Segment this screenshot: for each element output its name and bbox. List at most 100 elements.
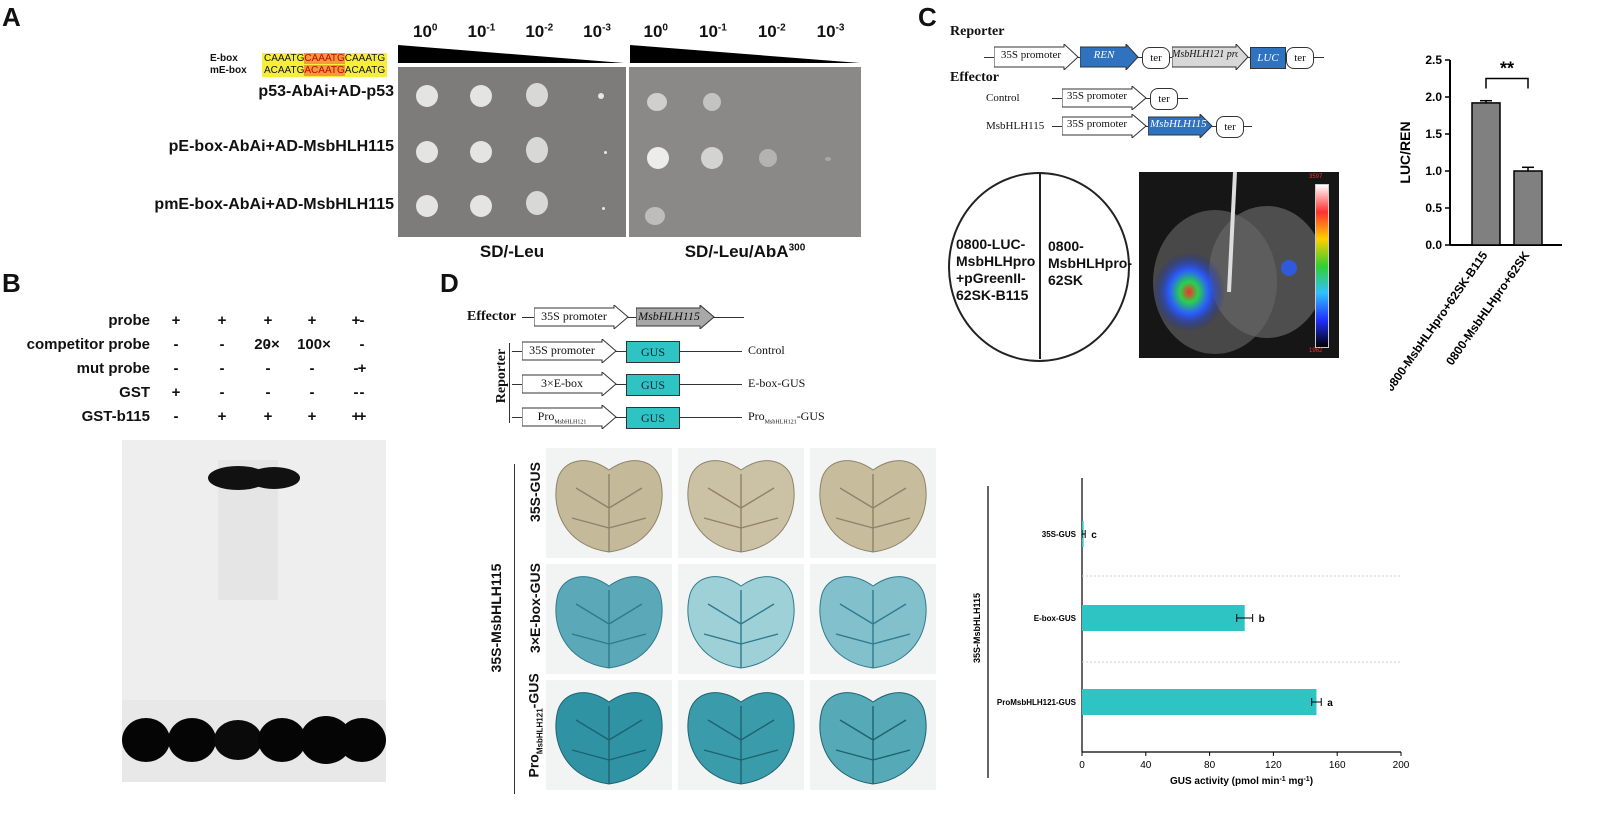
promoter-arrow <box>994 44 1079 70</box>
ebox-sequence: CAAATGCAAATGCAAATG <box>262 53 388 65</box>
gus-leaf-image <box>810 564 936 674</box>
medium-label-right: SD/-Leu/AbA300 <box>684 242 806 261</box>
emsa-lane-mark: - <box>173 360 179 377</box>
reporter-part: LUC <box>1250 47 1286 69</box>
emsa-lane-mark: - <box>353 360 359 377</box>
luc-imaging: 3597 1962 <box>1139 172 1339 358</box>
effector-part: 35S promoter <box>1066 90 1128 102</box>
x-tick-label: 0800-MsbHLHpro+62SK <box>1443 248 1532 367</box>
reporter-name: ProMsbHLH121-GUS <box>748 409 825 426</box>
dilution-wedges <box>398 45 860 63</box>
gene-arrow <box>636 305 715 329</box>
x-tick-label: 160 <box>1329 760 1346 771</box>
effector-part: 35S promoter <box>541 309 607 323</box>
dilution-label: 10-2 <box>525 22 554 41</box>
bar <box>1082 605 1245 631</box>
x-tick-label: 120 <box>1265 760 1282 771</box>
leaf-veins <box>703 706 779 784</box>
reporter-part: MsbHLH121 promoter <box>1172 49 1238 60</box>
mebox-seq-post: ACAATG <box>344 65 386 76</box>
emsa-lane-mark: + <box>171 384 181 401</box>
panel-c-label: C <box>918 2 937 32</box>
dilution-wedge-left <box>398 45 624 63</box>
effector-part: ter <box>1216 116 1244 138</box>
ebox-label: E-box <box>210 53 238 64</box>
emsa-lane-mark: + <box>357 360 367 377</box>
medium-label-left: SD/-Leu <box>479 242 545 261</box>
emsa-lane-mark: + <box>217 408 227 425</box>
significance-bracket <box>1485 77 1529 89</box>
gus-leaf-image <box>810 448 936 558</box>
emsa-lane-mark: - <box>219 384 225 401</box>
leaf-row-label: 35S-GUS <box>527 462 543 522</box>
reporter-name: Control <box>748 343 785 357</box>
x-tick-label: 40 <box>1140 760 1152 771</box>
emsa-lane-mark: 100× <box>297 336 331 353</box>
gus-leaf-image <box>678 564 804 674</box>
reporter-part: 35S promoter <box>1000 49 1062 61</box>
panel-b-label: B <box>2 268 21 298</box>
dilution-header-right: 100 10-1 10-2 10-3 <box>628 22 860 42</box>
leaf-luminescence <box>1153 172 1325 354</box>
emsa-condition-table: probe + + + + + - competitor probe - - -20× 100× - mu… <box>0 312 400 442</box>
promoter-arrow <box>522 372 617 396</box>
leaf-drawing <box>555 576 663 669</box>
plate-sd-leu <box>398 67 626 237</box>
effector-part: MsbHLH115 <box>1150 118 1207 130</box>
emsa-lane-mark: + <box>307 312 317 329</box>
category-label: 35S-GUS <box>1042 530 1077 539</box>
effector-label: Effector <box>467 309 516 324</box>
y-tick-label: 2.0 <box>1425 90 1442 104</box>
emsa-lane-mark: + <box>351 408 361 425</box>
panel-d-label: D <box>440 268 459 298</box>
emsa-lane-mark: - <box>309 360 315 377</box>
reporter-label: Reporter <box>494 348 509 404</box>
free-probe-band <box>214 720 262 760</box>
effector-row-name: MsbHLH115 <box>986 120 1045 132</box>
effector-label: Effector <box>950 70 999 85</box>
effector-part: ter <box>1150 88 1178 110</box>
emsa-row-label: mut probe <box>76 360 150 377</box>
free-probe-band <box>258 718 306 762</box>
emsa-lane-mark: - <box>359 384 365 401</box>
promoter-arrow <box>522 405 617 429</box>
luminescence-colorbar <box>1315 184 1329 348</box>
reporter-label: Reporter <box>950 24 1005 39</box>
leaf-drawing <box>687 460 795 553</box>
emsa-lane-mark: - <box>173 336 179 353</box>
leaf-row-label: ProMsbHLH121-GUS <box>525 673 545 778</box>
gus-box: GUS <box>626 374 680 396</box>
emsa-lane-mark: - <box>265 336 271 353</box>
colorbar-max: 3597 <box>1309 174 1323 180</box>
ebox-seq-core: CAAATG <box>304 53 345 64</box>
x-tick-label: 0 <box>1079 760 1085 771</box>
promoter-arrow <box>1062 86 1147 110</box>
plate-sd-leu-aba <box>629 67 861 237</box>
emsa-lane-mark: + <box>307 408 317 425</box>
dilution-label: 100 <box>413 22 438 41</box>
emsa-lane-mark: - <box>359 312 365 329</box>
reporter-part: ter <box>1142 47 1170 69</box>
leaf-drawing <box>819 576 927 669</box>
promoter-arrow <box>1172 44 1249 70</box>
x-tick-label: 200 <box>1393 760 1410 771</box>
dilution-label: 10-3 <box>816 22 845 41</box>
ebox-seq-pre: CAAATG <box>264 53 305 64</box>
reporter-promoter: 35S promoter <box>529 343 595 357</box>
group-label: 35S-MsbHLH115 <box>972 593 982 663</box>
emsa-lane-mark: - <box>219 336 225 353</box>
free-probe-band <box>122 718 170 762</box>
leaf-veins <box>571 590 647 668</box>
dilution-label: 100 <box>643 22 668 41</box>
leaf-drawing <box>555 692 663 785</box>
luc-ren-chart: 0.0 0.5 1.0 1.5 2.0 2.5 LUC/REN 0800-MsbHLHpro+… <box>1390 53 1562 394</box>
bar <box>1471 102 1501 246</box>
emsa-gel-bands <box>122 460 386 782</box>
dilution-label: 10-2 <box>757 22 786 41</box>
yeast-row-label: pE-box-AbAi+AD-MsbHLH115 <box>168 138 394 155</box>
leaf-veins <box>703 474 779 552</box>
dilution-label: 10-1 <box>698 22 727 41</box>
gus-box: GUS <box>626 407 680 429</box>
significance-label: ** <box>1500 59 1514 79</box>
